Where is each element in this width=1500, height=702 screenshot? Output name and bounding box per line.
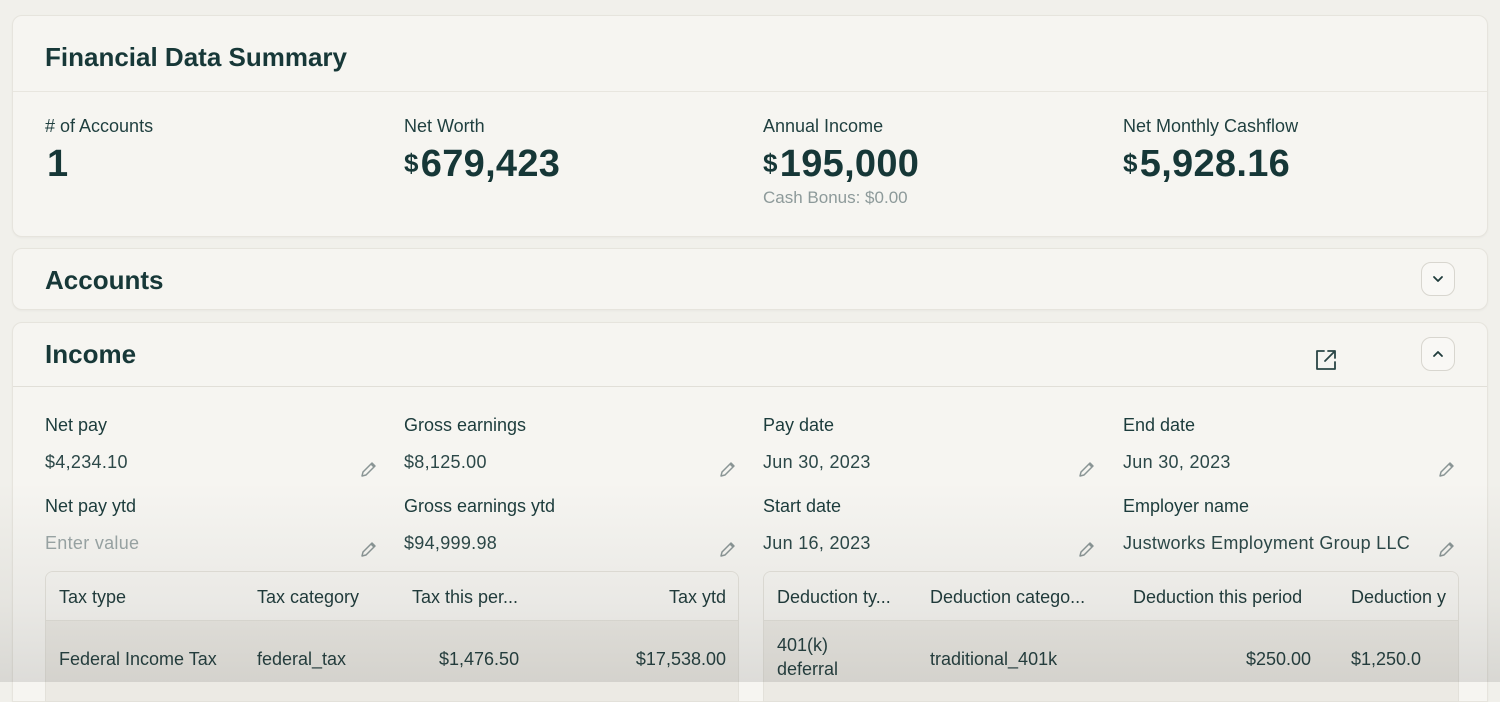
column-header[interactable]: Deduction ty...: [777, 587, 891, 607]
field-end-date[interactable]: End date Jun 30, 2023: [1123, 415, 1457, 477]
stat-label: Net Monthly Cashflow: [1123, 116, 1299, 136]
column-header[interactable]: Deduction this period: [1133, 587, 1303, 607]
chevron-up-icon: [1433, 351, 1443, 357]
accounts-section[interactable]: Accounts: [12, 248, 1488, 310]
field-start-date[interactable]: Start date Jun 16, 2023: [763, 496, 1097, 557]
pencil-icon[interactable]: [1077, 459, 1097, 479]
field-gross-earnings[interactable]: Gross earnings $8,125.00: [404, 415, 738, 477]
table-cell: Federal Income Tax: [59, 649, 217, 669]
field-label: Pay date: [763, 415, 835, 435]
deduction-table: Deduction ty... Deduction catego... Dedu…: [763, 571, 1459, 702]
column-header[interactable]: Tax this per...: [412, 587, 519, 607]
column-header[interactable]: Deduction y: [1351, 587, 1447, 607]
field-placeholder[interactable]: Enter value: [45, 533, 140, 553]
field-net-pay[interactable]: Net pay $4,234.10: [45, 415, 379, 477]
income-section: Income Net pay $4,234.10 Gross earnings …: [12, 322, 1488, 702]
tax-table: Tax type Tax category Tax this per... Ta…: [45, 571, 739, 702]
pencil-icon[interactable]: [1077, 539, 1097, 559]
stat-value: $679,423: [404, 143, 561, 185]
table-row[interactable]: Federal Income Tax federal_tax $1,476.50…: [46, 621, 738, 701]
field-value[interactable]: $8,125.00: [404, 452, 487, 472]
field-value[interactable]: Justworks Employment Group LLC: [1123, 533, 1411, 553]
field-value[interactable]: Jun 30, 2023: [1123, 452, 1231, 472]
field-label: Employer name: [1123, 496, 1250, 516]
stat-value: 1: [47, 143, 69, 185]
accounts-expand-button[interactable]: [1421, 262, 1455, 296]
tax-table-header: Tax type Tax category Tax this per... Ta…: [46, 572, 738, 621]
stat-net-monthly-cashflow: Net Monthly Cashflow $5,928.16: [1123, 116, 1298, 186]
pencil-icon[interactable]: [359, 539, 379, 559]
chevron-down-icon: [1433, 276, 1443, 282]
field-pay-date[interactable]: Pay date Jun 30, 2023: [763, 415, 1097, 477]
field-label: Gross earnings ytd: [404, 496, 556, 516]
field-value[interactable]: Jun 30, 2023: [763, 452, 871, 472]
pencil-icon[interactable]: [1437, 539, 1457, 559]
column-header[interactable]: Tax ytd: [668, 587, 726, 607]
table-cell: $1,250.0: [1351, 649, 1422, 669]
stat-net-worth: Net Worth $679,423: [404, 116, 560, 186]
table-cell: 401(k) deferral: [777, 635, 839, 679]
income-header: Income: [13, 323, 1487, 387]
summary-header: Financial Data Summary: [13, 16, 1487, 92]
external-link-icon: [1316, 350, 1336, 370]
field-employer-name[interactable]: Employer name Justworks Employment Group…: [1123, 496, 1457, 557]
accounts-title: Accounts: [45, 265, 164, 295]
pencil-icon[interactable]: [1437, 459, 1457, 479]
pencil-icon[interactable]: [718, 459, 738, 479]
field-label: Net pay ytd: [45, 496, 137, 516]
field-label: End date: [1123, 415, 1196, 435]
stat-accounts-count: # of Accounts 1: [45, 116, 153, 186]
table-row[interactable]: 401(k) deferral traditional_401k $250.00…: [764, 621, 1458, 701]
table-cell: $17,538.00: [635, 649, 726, 669]
field-label: Gross earnings: [404, 415, 527, 435]
table-cell: $250.00: [1246, 649, 1312, 669]
field-net-pay-ytd[interactable]: Net pay ytd Enter value: [45, 496, 379, 557]
open-external-button[interactable]: [1311, 345, 1341, 375]
stat-annual-income: Annual Income $195,000 Cash Bonus: $0.00: [763, 116, 919, 208]
field-value[interactable]: $4,234.10: [45, 452, 128, 472]
financial-summary-card: Financial Data Summary # of Accounts 1 N…: [12, 15, 1488, 237]
cash-bonus-text: Cash Bonus: $0.00: [763, 188, 908, 207]
pencil-icon[interactable]: [718, 539, 738, 559]
deduction-table-header: Deduction ty... Deduction catego... Dedu…: [764, 572, 1458, 621]
field-label: Start date: [763, 496, 842, 516]
stat-value: $5,928.16: [1123, 143, 1291, 185]
summary-title: Financial Data Summary: [45, 42, 347, 72]
pencil-icon[interactable]: [359, 459, 379, 479]
column-header[interactable]: Tax type: [59, 587, 127, 607]
field-value[interactable]: $94,999.98: [404, 533, 498, 553]
table-cell: $1,476.50: [439, 649, 520, 669]
table-cell: traditional_401k: [930, 649, 1058, 669]
stat-value: $195,000: [763, 143, 920, 185]
field-value[interactable]: Jun 16, 2023: [763, 533, 871, 553]
income-title: Income: [45, 339, 137, 369]
stat-label: Net Worth: [404, 116, 485, 136]
column-header[interactable]: Tax category: [257, 587, 360, 607]
page: Financial Data Summary # of Accounts 1 N…: [0, 15, 1500, 702]
stat-label: Annual Income: [763, 116, 884, 136]
column-header[interactable]: Deduction catego...: [930, 587, 1086, 607]
field-gross-earnings-ytd[interactable]: Gross earnings ytd $94,999.98: [404, 496, 738, 557]
field-label: Net pay: [45, 415, 108, 435]
table-cell: federal_tax: [257, 649, 347, 669]
stat-label: # of Accounts: [45, 116, 154, 136]
income-collapse-button[interactable]: [1421, 337, 1455, 371]
